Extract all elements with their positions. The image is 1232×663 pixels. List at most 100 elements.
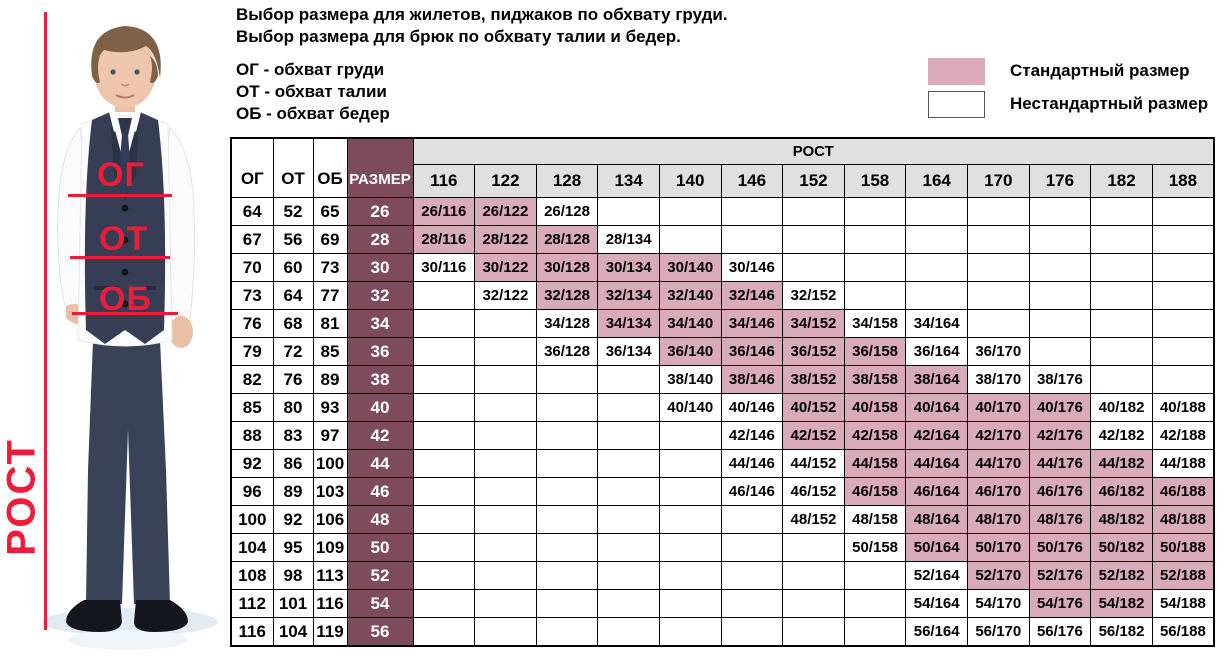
empty-cell: [966, 281, 1030, 310]
combo-cell-40-146: 40/146: [720, 393, 784, 422]
empty-cell: [782, 253, 845, 282]
combo-cell-36-152: 36/152: [782, 337, 845, 366]
empty-cell: [597, 505, 660, 534]
og-value: 76: [230, 309, 274, 338]
combo-cell-54-164: 54/164: [905, 589, 968, 618]
empty-cell: [597, 421, 660, 450]
size-row-42: 88 83 97 42 42/146 42/152 42/158 42/164 42/170 42…: [230, 421, 1215, 450]
empty-cell: [412, 309, 476, 338]
empty-cell: [474, 337, 537, 366]
combo-cell-46-176: 46/176: [1028, 477, 1092, 506]
size-row-54: 112 101 116 54 54/164 54/170 54/176 54/182 54/18…: [230, 589, 1215, 618]
ot-definition: ОТ - обхват талии: [236, 82, 387, 101]
empty-cell: [720, 197, 784, 226]
combo-cell-38-146: 38/146: [720, 365, 784, 394]
ot-value: 80: [272, 393, 314, 422]
empty-cell: [782, 561, 845, 590]
combo-cell-36-158: 36/158: [843, 337, 907, 366]
size-row-52: 108 98 113 52 52/164 52/170 52/176 52/182 52/188: [230, 561, 1215, 590]
combo-cell-34-164: 34/164: [905, 309, 968, 338]
empty-cell: [1090, 253, 1153, 282]
height-header-176: 176: [1028, 164, 1092, 198]
og-value: 104: [230, 533, 274, 562]
og-value: 100: [230, 505, 274, 534]
empty-cell: [1090, 365, 1153, 394]
combo-cell-42-152: 42/152: [782, 421, 845, 450]
empty-cell: [1028, 253, 1092, 282]
combo-cell-36-170: 36/170: [966, 337, 1030, 366]
ob-value: 65: [312, 197, 348, 226]
table-header-row-heights: 116 122 128 134 140 146 152 158 164 170 176 182 188: [231, 164, 1215, 198]
waist-measure-line: [70, 256, 170, 259]
combo-cell-46-146: 46/146: [720, 477, 784, 506]
combo-cell-30-146: 30/146: [720, 253, 784, 282]
empty-cell: [412, 365, 476, 394]
height-header-182: 182: [1090, 164, 1153, 198]
height-header-116: 116: [412, 164, 476, 198]
combo-cell-36-146: 36/146: [720, 337, 784, 366]
combo-cell-40-152: 40/152: [782, 393, 845, 422]
size-value: 30: [346, 253, 414, 282]
hip-measure-line: [72, 312, 178, 315]
combo-cell-38-176: 38/176: [1028, 365, 1092, 394]
combo-cell-26-122: 26/122: [474, 197, 537, 226]
size-row-36: 79 72 85 36 36/128 36/134 36/140 36/146 36/152 36…: [230, 337, 1215, 366]
ob-value: 97: [312, 421, 348, 450]
empty-cell: [782, 225, 845, 254]
height-header-188: 188: [1151, 164, 1215, 198]
og-value: 73: [230, 281, 274, 310]
combo-cell-34-140: 34/140: [658, 309, 722, 338]
size-value: 26: [346, 197, 414, 226]
height-header-158: 158: [843, 164, 907, 198]
empty-cell: [597, 365, 660, 394]
size-row-32: 73 64 77 32 32/122 32/128 32/134 32/140 32/146 32…: [230, 281, 1215, 310]
boy-illustration: [42, 26, 218, 650]
combo-cell-44-164: 44/164: [905, 449, 968, 478]
size-value: 48: [346, 505, 414, 534]
combo-cell-46-164: 46/164: [905, 477, 968, 506]
ob-value: 116: [312, 589, 348, 618]
empty-cell: [474, 617, 537, 647]
combo-cell-46-188: 46/188: [1151, 477, 1215, 506]
ot-value: 60: [272, 253, 314, 282]
empty-cell: [658, 505, 722, 534]
empty-cell: [597, 617, 660, 647]
combo-cell-52-176: 52/176: [1028, 561, 1092, 590]
combo-cell-38-170: 38/170: [966, 365, 1030, 394]
waist-label: ОТ: [99, 220, 149, 258]
empty-cell: [843, 225, 907, 254]
abbreviation-key: ОГ - обхват груди ОТ - обхват талии ОБ -…: [236, 59, 390, 125]
height-header-164: 164: [905, 164, 968, 198]
og-value: 96: [230, 477, 274, 506]
size-value: 46: [346, 477, 414, 506]
combo-cell-36-140: 36/140: [658, 337, 722, 366]
combo-cell-44-170: 44/170: [966, 449, 1030, 478]
combo-cell-50-170: 50/170: [966, 533, 1030, 562]
combo-cell-40-140: 40/140: [658, 393, 722, 422]
combo-cell-56-182: 56/182: [1090, 617, 1153, 647]
empty-cell: [474, 393, 537, 422]
empty-cell: [782, 197, 845, 226]
combo-cell-54-176: 54/176: [1028, 589, 1092, 618]
empty-cell: [1090, 225, 1153, 254]
standard-size-swatch: [928, 57, 985, 85]
combo-cell-46-182: 46/182: [1090, 477, 1153, 506]
empty-cell: [412, 337, 476, 366]
nonstandard-size-label: Нестандартный размер: [1010, 94, 1209, 113]
ot-value: 64: [272, 281, 314, 310]
empty-cell: [658, 421, 722, 450]
combo-cell-44-158: 44/158: [843, 449, 907, 478]
empty-cell: [535, 589, 599, 618]
empty-cell: [966, 197, 1030, 226]
empty-cell: [597, 449, 660, 478]
ot-value: 68: [272, 309, 314, 338]
size-row-28: 67 56 69 28 28/116 28/122 28/128 28/134: [230, 225, 1215, 254]
combo-cell-50-188: 50/188: [1151, 533, 1215, 562]
empty-cell: [535, 365, 599, 394]
size-row-26: 64 52 65 26 26/116 26/122 26/128: [230, 197, 1215, 226]
ot-value: 52: [272, 197, 314, 226]
og-value: 92: [230, 449, 274, 478]
empty-cell: [658, 477, 722, 506]
empty-cell: [905, 197, 968, 226]
chest-measure-line: [68, 194, 172, 197]
